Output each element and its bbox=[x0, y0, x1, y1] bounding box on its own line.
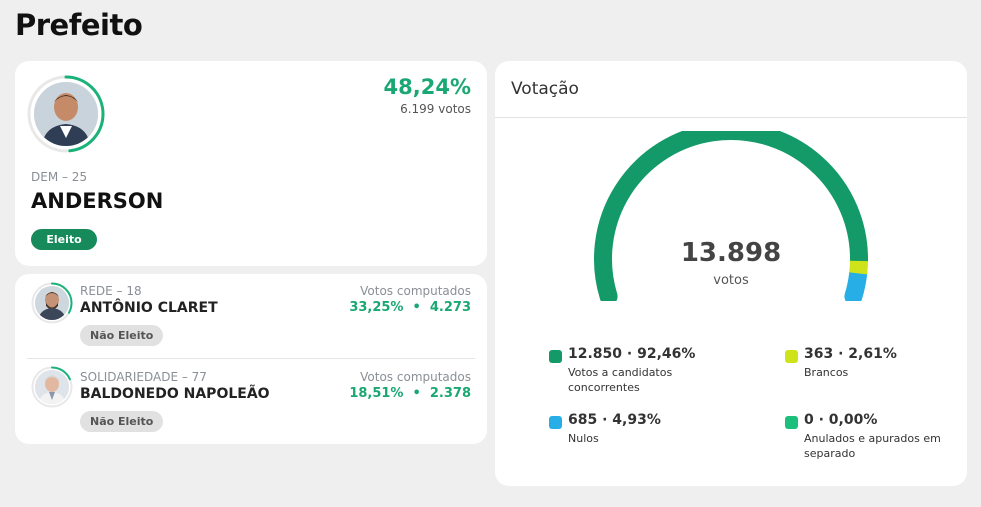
legend-label: Brancos bbox=[804, 366, 849, 379]
person-photo-icon bbox=[34, 82, 98, 146]
legend-swatch bbox=[549, 416, 562, 429]
legend-label: Anulados e apurados em separado bbox=[804, 432, 941, 460]
winner-name: ANDERSON bbox=[31, 189, 164, 213]
candidate-progress-ring bbox=[31, 282, 73, 324]
candidate-avatar-wrap bbox=[31, 282, 73, 324]
winner-party: DEM – 25 bbox=[31, 170, 88, 184]
gauge-segment-nulos bbox=[844, 264, 868, 301]
winner-avatar-wrap bbox=[27, 75, 105, 153]
avatar bbox=[35, 370, 69, 404]
legend-swatch bbox=[785, 350, 798, 363]
votes-computed-label: Votos computados bbox=[360, 370, 471, 384]
not-elected-badge: Não Eleito bbox=[80, 411, 164, 432]
divider bbox=[495, 117, 967, 118]
legend-label: Nulos bbox=[568, 432, 599, 445]
elected-badge: Eleito bbox=[31, 229, 97, 250]
candidate-row[interactable]: REDE – 18 ANTÔNIO CLARET Não Eleito Voto… bbox=[15, 274, 487, 358]
candidates-card: REDE – 18 ANTÔNIO CLARET Não Eleito Voto… bbox=[15, 274, 487, 444]
winner-progress-ring bbox=[27, 75, 105, 153]
candidate-name: ANTÔNIO CLARET bbox=[80, 300, 218, 316]
votes-computed-label: Votos computados bbox=[360, 284, 471, 298]
candidate-result: 18,51% • 2.378 bbox=[349, 386, 471, 401]
candidate-party: SOLIDARIEDADE – 77 bbox=[80, 370, 207, 384]
legend-label: Votos a candidatos concorrentes bbox=[568, 366, 673, 394]
divider bbox=[27, 358, 475, 359]
gauge-segment-brancos bbox=[849, 260, 868, 275]
candidate-avatar-wrap bbox=[31, 366, 73, 408]
candidate-progress-ring bbox=[31, 366, 73, 408]
not-elected-badge: Não Eleito bbox=[80, 325, 164, 346]
gauge-segment-candidates bbox=[594, 131, 868, 301]
legend-swatch bbox=[785, 416, 798, 429]
legend-value: 685 · 4,93% bbox=[568, 412, 661, 428]
person-photo-icon bbox=[35, 370, 69, 404]
candidate-name: BALDONEDO NAPOLEÃO bbox=[80, 386, 270, 402]
legend-value: 12.850 · 92,46% bbox=[568, 346, 696, 362]
winner-card[interactable]: 48,24% 6.199 votos DEM – 25 ANDERSON Ele… bbox=[15, 61, 487, 266]
votacao-title: Votação bbox=[511, 79, 579, 99]
page-title: Prefeito bbox=[15, 8, 143, 42]
legend-value: 0 · 0,00% bbox=[804, 412, 878, 428]
legend-value: 363 · 2,61% bbox=[804, 346, 897, 362]
avatar bbox=[35, 286, 69, 320]
votacao-card: Votação 13.898 votos 12.850 · 92,46% Vot… bbox=[495, 61, 967, 486]
candidate-result: 33,25% • 4.273 bbox=[349, 300, 471, 315]
person-photo-icon bbox=[35, 286, 69, 320]
total-votes-unit: votos bbox=[713, 273, 749, 288]
candidate-party: REDE – 18 bbox=[80, 284, 142, 298]
avatar bbox=[34, 82, 98, 146]
legend-swatch bbox=[549, 350, 562, 363]
winner-votes: 6.199 votos bbox=[400, 102, 471, 116]
total-votes: 13.898 bbox=[680, 238, 782, 268]
votes-gauge bbox=[594, 131, 868, 301]
candidate-row[interactable]: SOLIDARIEDADE – 77 BALDONEDO NAPOLEÃO Nã… bbox=[15, 360, 487, 444]
winner-percent: 48,24% bbox=[383, 75, 471, 99]
